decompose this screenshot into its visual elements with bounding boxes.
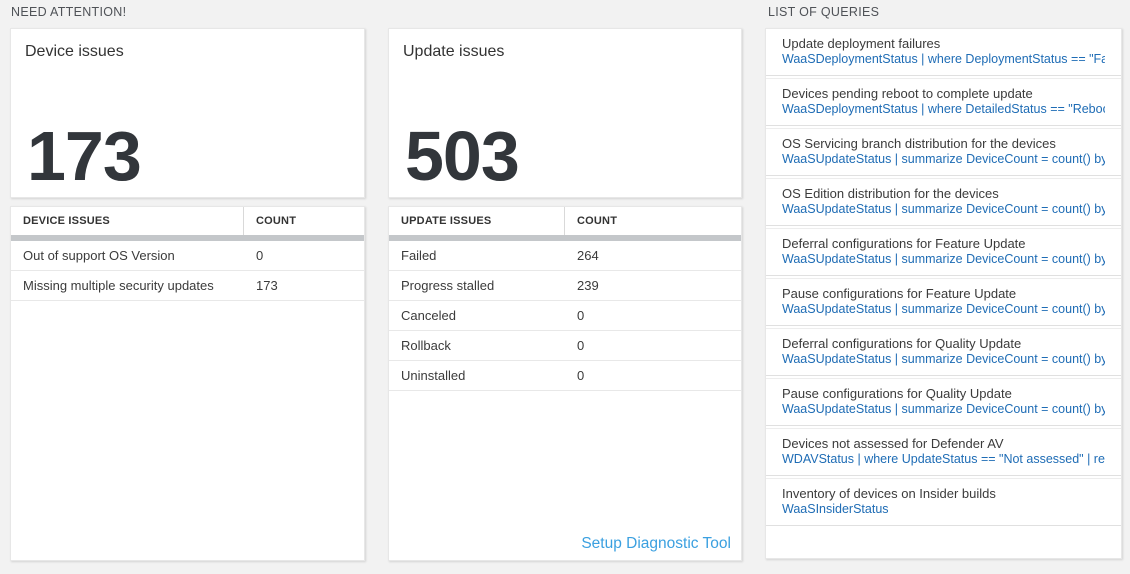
query-item-deferral-feature-update[interactable]: Deferral configurations for Feature Upda… [766,228,1121,276]
device-issues-card[interactable]: Device issues 173 [10,28,365,198]
row-label: Rollback [401,338,451,353]
query-name: Devices not assessed for Defender AV [782,436,1004,451]
query-item-update-deployment-failures[interactable]: Update deployment failures WaaSDeploymen… [766,29,1121,76]
query-name: Pause configurations for Quality Update [782,386,1012,401]
row-label: Failed [401,248,437,263]
query-name: Deferral configurations for Feature Upda… [782,236,1026,251]
row-value: 239 [577,278,599,293]
row-label: Canceled [401,308,456,323]
query-name: Update deployment failures [782,36,941,51]
query-name: Inventory of devices on Insider builds [782,486,996,501]
list-of-queries-heading: LIST OF QUERIES [768,5,880,19]
query-item-os-edition-distribution[interactable]: OS Edition distribution for the devices … [766,178,1121,226]
query-item-insider-builds-inventory[interactable]: Inventory of devices on Insider builds W… [766,478,1121,526]
row-label: Missing multiple security updates [23,278,214,293]
query-text-link[interactable]: WaaSUpdateStatus | summarize DeviceCount… [782,302,1105,316]
query-name: OS Edition distribution for the devices [782,186,999,201]
table-row[interactable]: Failed 264 [389,241,741,271]
row-label: Out of support OS Version [23,248,175,263]
device-table-header-issues: DEVICE ISSUES [11,207,244,235]
device-issues-title: Device issues [25,43,124,60]
update-issues-card[interactable]: Update issues 503 [388,28,742,198]
device-issues-table: DEVICE ISSUES COUNT Out of support OS Ve… [10,206,365,561]
update-issues-title: Update issues [403,43,505,60]
update-table-header: UPDATE ISSUES COUNT [389,207,741,235]
query-name: Pause configurations for Feature Update [782,286,1017,301]
row-value: 173 [256,278,278,293]
table-row[interactable]: Canceled 0 [389,301,741,331]
query-text-link[interactable]: WDAVStatus | where UpdateStatus == "Not … [782,452,1105,466]
query-text-link[interactable]: WaaSUpdateStatus | summarize DeviceCount… [782,202,1105,216]
query-item-deferral-quality-update[interactable]: Deferral configurations for Quality Upda… [766,328,1121,376]
query-text-link[interactable]: WaaSUpdateStatus | summarize DeviceCount… [782,152,1105,166]
device-issues-count: 173 [27,117,142,195]
table-row[interactable]: Uninstalled 0 [389,361,741,391]
row-label: Progress stalled [401,278,495,293]
query-item-pause-quality-update[interactable]: Pause configurations for Quality Update … [766,378,1121,426]
query-item-defender-av-not-assessed[interactable]: Devices not assessed for Defender AV WDA… [766,428,1121,476]
query-name: Devices pending reboot to complete updat… [782,86,1033,101]
query-name: Deferral configurations for Quality Upda… [782,336,1022,351]
query-item-os-servicing-branch[interactable]: OS Servicing branch distribution for the… [766,128,1121,176]
row-value: 0 [577,308,585,323]
table-row[interactable]: Rollback 0 [389,331,741,361]
query-text-link[interactable]: WaaSUpdateStatus | summarize DeviceCount… [782,352,1105,366]
query-text-link[interactable]: WaaSInsiderStatus [782,502,889,516]
query-text-link[interactable]: WaaSDeploymentStatus | where DeploymentS… [782,52,1105,66]
query-list-panel: Update deployment failures WaaSDeploymen… [765,28,1122,559]
update-table-header-issues: UPDATE ISSUES [389,207,565,235]
update-table-header-count: COUNT [577,215,618,227]
query-item-pause-feature-update[interactable]: Pause configurations for Feature Update … [766,278,1121,326]
query-text-link[interactable]: WaaSDeploymentStatus | where DetailedSta… [782,102,1105,116]
query-text-link[interactable]: WaaSUpdateStatus | summarize DeviceCount… [782,252,1105,266]
query-name: OS Servicing branch distribution for the… [782,136,1056,151]
setup-diagnostic-tool-link[interactable]: Setup Diagnostic Tool [581,535,731,552]
row-value: 0 [577,338,585,353]
query-text-link[interactable]: WaaSUpdateStatus | summarize DeviceCount… [782,402,1105,416]
device-table-header-count: COUNT [256,215,297,227]
need-attention-heading: NEED ATTENTION! [11,5,127,19]
row-value: 0 [256,248,264,263]
horizontal-scrollbar[interactable] [389,235,741,241]
table-row[interactable]: Progress stalled 239 [389,271,741,301]
table-row[interactable]: Missing multiple security updates 173 [11,271,364,301]
update-issues-count: 503 [405,117,520,195]
row-label: Uninstalled [401,368,466,383]
row-value: 0 [577,368,585,383]
row-value: 264 [577,248,599,263]
device-table-header: DEVICE ISSUES COUNT [11,207,364,235]
query-item-devices-pending-reboot[interactable]: Devices pending reboot to complete updat… [766,78,1121,126]
update-issues-table: UPDATE ISSUES COUNT Failed 264 Progress … [388,206,742,561]
table-row[interactable]: Out of support OS Version 0 [11,241,364,271]
horizontal-scrollbar[interactable] [11,235,364,241]
